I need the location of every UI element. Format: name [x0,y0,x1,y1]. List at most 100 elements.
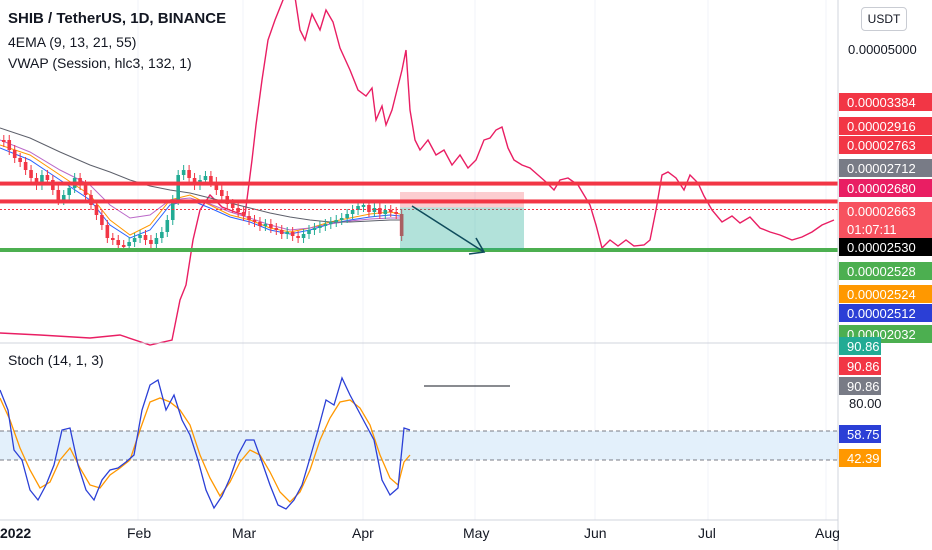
candle-body [34,178,39,185]
stoch-d-line [0,397,411,503]
stoch-tag: 90.86 [839,337,881,355]
candle-body [301,234,306,238]
stoch-k-line [0,376,411,510]
candle-body [378,208,382,214]
candle-body [181,170,186,175]
candle-body [214,182,219,190]
candle-body [312,228,317,230]
stoch-d-tag: 42.39 [839,449,881,467]
candle-body [350,210,355,214]
vwap-legend[interactable]: VWAP (Session, hlc3, 132, 1) [8,55,192,71]
candle-body [394,212,398,214]
stoch-band [0,431,838,460]
vwap-line [0,0,835,346]
resistance-line-upper [0,181,838,186]
candle-body [170,200,175,220]
candle-body [2,140,6,142]
candle-body [247,216,251,220]
candle-body [7,140,12,150]
candle-body [187,170,191,178]
price-tag: 0.00002712 [839,159,932,177]
candle-body [383,210,388,214]
candle-body [138,235,142,238]
candle-body [399,214,404,236]
currency-button[interactable]: USDT [861,7,907,31]
price-tag: 0.00002680 [839,179,932,197]
candle-body [241,212,246,216]
candle-body [361,205,366,207]
candle-body [290,232,295,236]
candle-body [94,205,99,215]
price-tag: 0.00003384 [839,93,932,111]
candle-body [334,220,339,222]
price-tag: 0.00002512 [839,304,932,322]
symbol-title[interactable]: SHIB / TetherUS, 1D, BINANCE [8,10,227,27]
projection-arrow [411,205,485,253]
price-tag: 0.00002530 [839,238,932,256]
candle-body [220,190,224,196]
stoch-tag: 90.86 [839,357,881,375]
price-tag: 0.00002528 [839,262,932,280]
time-label: 2022 [0,525,32,541]
candle-body [61,195,66,200]
candle-body [285,232,289,234]
stoch-tick-80: 80.00 [849,396,882,411]
candle-body [56,190,61,200]
candle-body [192,178,197,185]
candle-body [372,208,377,212]
candle-body [165,220,170,232]
ema-legend[interactable]: 4EMA (9, 13, 21, 55) [8,34,137,50]
time-label: May [463,525,490,541]
candle-body [209,176,213,182]
candle-body [78,178,82,185]
stoch-layer [0,376,411,510]
position-tool-layer[interactable] [400,192,524,255]
candle-body [274,228,279,230]
candle-body [127,242,131,246]
time-label: Apr [352,525,374,541]
stoch-band-layer [0,430,838,461]
candle-body [45,175,50,180]
stoch-tag: 90.86 [839,377,881,395]
candle-body [176,175,180,200]
candle-body [18,158,22,162]
time-label: Jul [698,525,716,541]
levels-layer [0,181,838,252]
candle-body [203,176,208,180]
candle-body [29,170,33,178]
candle-body [67,188,71,195]
candle-body [339,218,344,220]
candle-body [105,225,110,238]
support-line [0,248,838,252]
candle-body [318,226,322,228]
candle-body [258,222,262,226]
stoch-legend[interactable]: Stoch (14, 1, 3) [8,352,104,368]
candle-body [345,214,349,218]
candle-body [116,240,121,245]
candle-body [323,224,328,226]
candle-body [263,224,268,226]
candle-body [279,230,284,234]
candle-body [100,215,104,225]
candle-body [121,245,126,247]
candle-body [149,240,153,244]
vwap-layer [0,0,835,346]
price-tag: 0.00002763 [839,136,932,154]
candle-body [356,206,360,210]
price-tick-top: 0.00005000 [848,42,917,57]
candle-body [230,204,235,208]
candle-body [296,236,300,238]
candle-body [83,185,88,195]
candle-body [111,238,115,240]
chart-background [0,0,838,550]
candle-body [160,232,164,238]
candle-body [367,205,371,212]
candle-body [154,238,159,244]
grid [137,0,827,520]
price-tag: 01:07:11 [839,220,932,238]
time-label: Aug [815,525,840,541]
candle-body [269,224,273,228]
candle-body [12,150,17,158]
candle-body [132,238,137,242]
